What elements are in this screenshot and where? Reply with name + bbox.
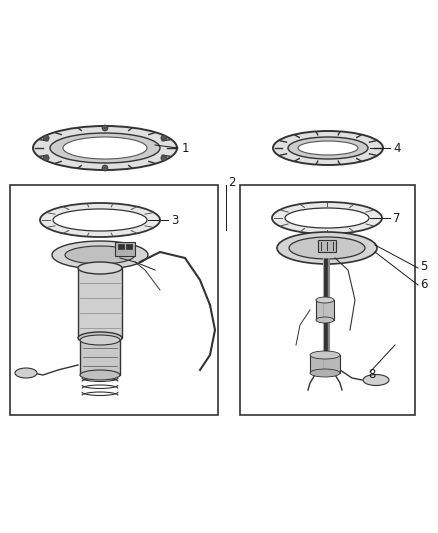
- Circle shape: [43, 135, 49, 141]
- Ellipse shape: [316, 297, 334, 303]
- Bar: [126, 244, 132, 249]
- Ellipse shape: [363, 375, 389, 385]
- Bar: [240, 185, 415, 415]
- Ellipse shape: [273, 131, 383, 165]
- Bar: [10, 185, 218, 415]
- Bar: [80, 340, 120, 375]
- Ellipse shape: [285, 208, 369, 228]
- Ellipse shape: [78, 262, 122, 274]
- Ellipse shape: [298, 141, 358, 155]
- Ellipse shape: [316, 317, 334, 323]
- Ellipse shape: [15, 368, 37, 378]
- Ellipse shape: [40, 203, 160, 237]
- Ellipse shape: [52, 241, 148, 269]
- Ellipse shape: [310, 369, 340, 377]
- Ellipse shape: [272, 202, 382, 234]
- Ellipse shape: [63, 137, 147, 159]
- Ellipse shape: [50, 133, 160, 163]
- Circle shape: [161, 135, 167, 141]
- Text: 5: 5: [420, 261, 427, 273]
- Circle shape: [102, 125, 108, 131]
- Bar: [316, 300, 334, 320]
- Ellipse shape: [53, 209, 147, 231]
- Ellipse shape: [78, 332, 122, 344]
- Ellipse shape: [80, 335, 120, 345]
- Text: 1: 1: [182, 141, 190, 155]
- Bar: [310, 355, 340, 373]
- Ellipse shape: [80, 370, 120, 380]
- Ellipse shape: [65, 246, 135, 264]
- Text: 6: 6: [420, 278, 427, 290]
- Circle shape: [161, 155, 167, 161]
- Bar: [78, 268, 122, 338]
- Bar: [118, 244, 124, 249]
- Circle shape: [102, 165, 108, 171]
- Ellipse shape: [289, 237, 365, 259]
- Bar: [318, 240, 336, 252]
- Bar: [115, 242, 135, 256]
- Ellipse shape: [310, 351, 340, 359]
- Ellipse shape: [288, 137, 368, 159]
- Ellipse shape: [33, 126, 177, 170]
- Text: 8: 8: [368, 368, 375, 382]
- Text: 2: 2: [228, 176, 236, 190]
- Circle shape: [43, 155, 49, 161]
- Ellipse shape: [277, 232, 377, 264]
- Text: 4: 4: [393, 141, 400, 155]
- Text: 3: 3: [171, 214, 178, 227]
- Text: 7: 7: [393, 212, 400, 224]
